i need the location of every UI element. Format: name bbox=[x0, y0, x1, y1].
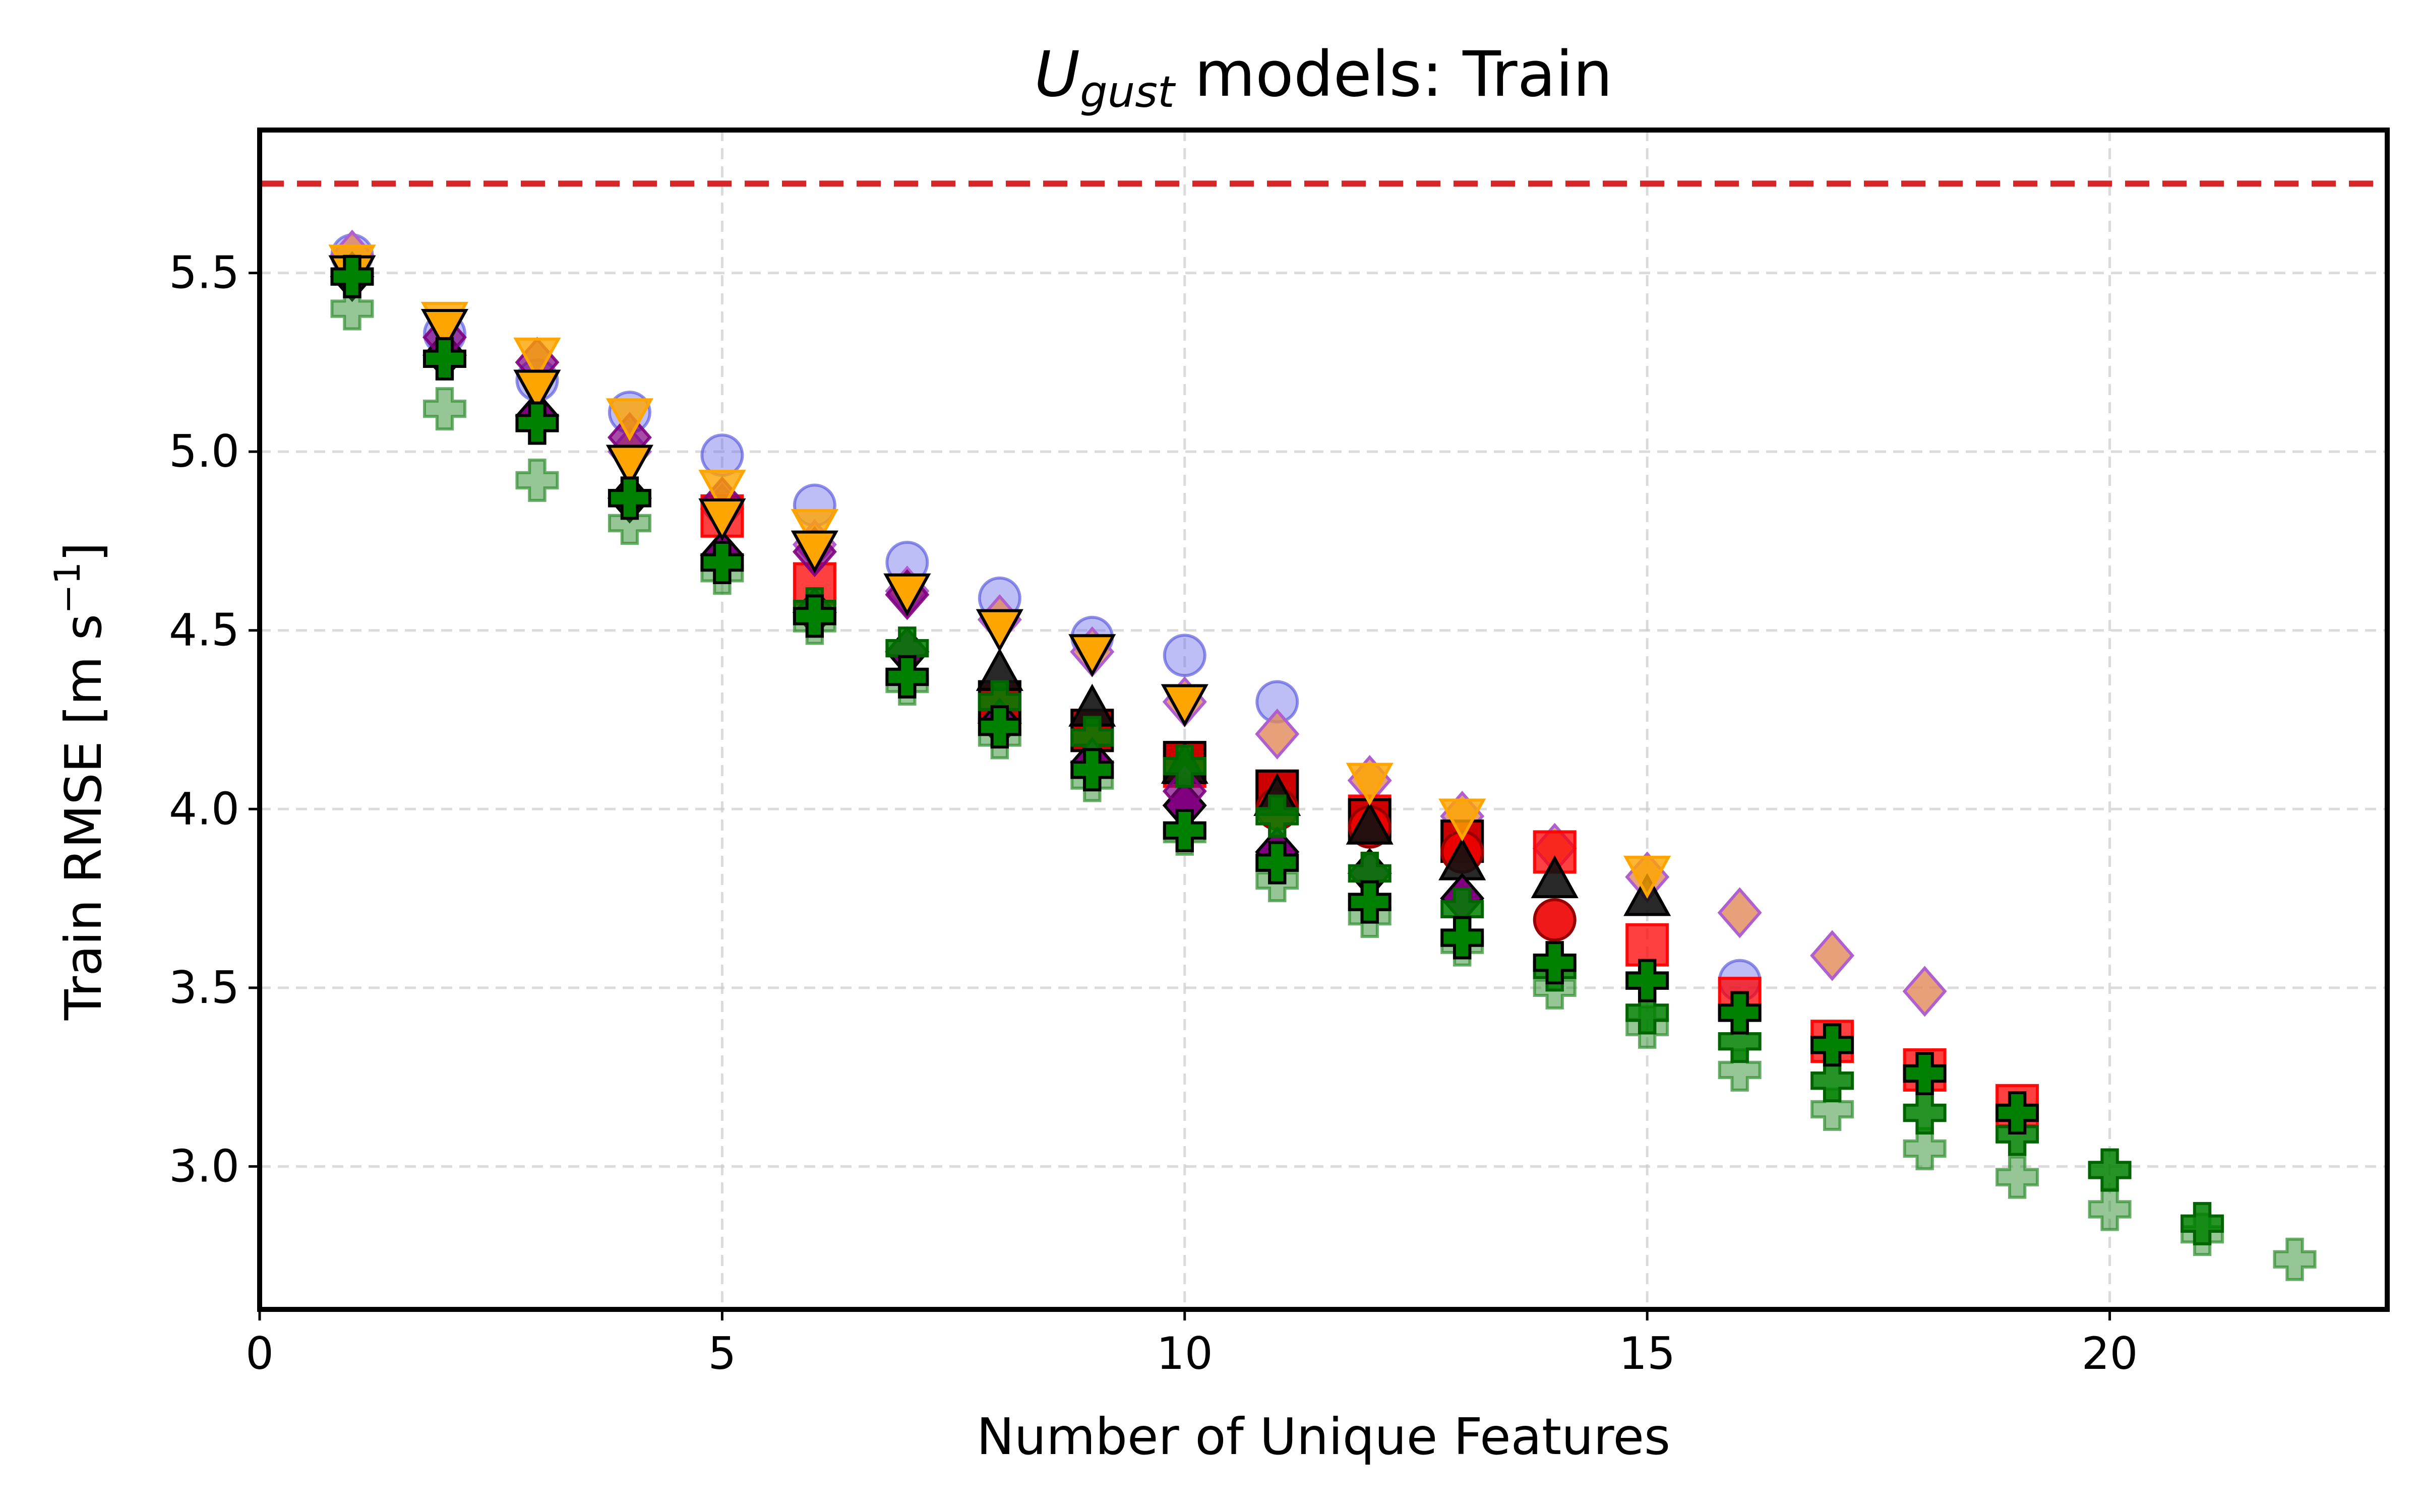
y-tick-label: 3.0 bbox=[169, 1140, 239, 1192]
data-point-plus bbox=[793, 594, 836, 638]
x-tick-label: 5 bbox=[708, 1328, 736, 1379]
data-point-plus bbox=[2088, 1187, 2132, 1231]
data-point-plus bbox=[2273, 1237, 2317, 1281]
data-point-circle bbox=[1533, 898, 1577, 942]
data-point-plus bbox=[1995, 1091, 2039, 1135]
plot-frame bbox=[257, 128, 2390, 1312]
data-points bbox=[328, 229, 2317, 1281]
data-point-plus bbox=[1625, 959, 1669, 1002]
data-point-plus bbox=[1440, 916, 1484, 960]
data-point-plus bbox=[515, 458, 559, 502]
data-point-circle bbox=[1163, 634, 1206, 677]
data-point-triangle-down bbox=[606, 398, 653, 442]
data-point-plus bbox=[1163, 808, 1206, 852]
y-axis-label: Train RMSE [m s−1] bbox=[47, 542, 113, 1021]
data-point-plus bbox=[608, 476, 651, 520]
data-point-plus bbox=[1255, 841, 1299, 885]
data-point-triangle-down bbox=[1161, 684, 1208, 727]
data-point-triangle-down bbox=[791, 530, 838, 574]
data-point-plus bbox=[978, 705, 1021, 749]
data-point-plus bbox=[1163, 744, 1206, 788]
x-tick-label: 0 bbox=[246, 1328, 274, 1379]
data-point-plus bbox=[1903, 1126, 1947, 1170]
data-point-triangle-down bbox=[1068, 634, 1116, 677]
data-point-plus bbox=[330, 287, 374, 331]
y-axis-label-close: ] bbox=[54, 542, 113, 562]
x-tick-label: 10 bbox=[1157, 1328, 1213, 1379]
data-point-plus bbox=[515, 401, 559, 445]
data-point-plus bbox=[422, 387, 466, 431]
data-point-plus bbox=[1810, 1023, 1854, 1067]
data-point-triangle-up bbox=[1531, 855, 1579, 899]
y-axis-ticks: 3.0 3.5 4.0 4.5 5.0 5.5 bbox=[169, 247, 260, 1192]
y-tick-label: 5.0 bbox=[169, 425, 239, 477]
data-point-triangle-up bbox=[1346, 801, 1394, 845]
data-point-plus bbox=[1903, 1091, 1947, 1135]
data-point-plus bbox=[1625, 991, 1669, 1035]
data-point-triangle-down bbox=[513, 369, 561, 413]
data-point-triangle-down bbox=[698, 470, 746, 513]
y-axis-label-sup: −1 bbox=[47, 562, 88, 614]
data-point-triangle-down bbox=[1346, 763, 1394, 806]
data-point-triangle-down bbox=[976, 609, 1023, 652]
chart-title: Ugust models: Train bbox=[1034, 38, 1612, 117]
data-point-diamond bbox=[1810, 930, 1855, 981]
data-point-triangle-down bbox=[513, 337, 561, 381]
data-point-plus bbox=[885, 655, 929, 699]
data-point-plus bbox=[1995, 1155, 2039, 1199]
data-point-triangle-down bbox=[420, 309, 469, 352]
data-point-plus bbox=[1810, 1059, 1854, 1103]
data-point-diamond bbox=[1717, 887, 1762, 938]
data-point-circle bbox=[700, 433, 744, 477]
title-subscript: gust bbox=[1080, 67, 1176, 117]
data-point-diamond bbox=[1902, 966, 1947, 1017]
x-tick-label: 20 bbox=[2082, 1328, 2138, 1379]
y-tick-label: 4.5 bbox=[169, 604, 239, 656]
y-tick-label: 4.0 bbox=[169, 783, 239, 835]
data-point-triangle-down bbox=[698, 498, 746, 542]
data-point-plus bbox=[1718, 991, 1762, 1035]
data-point-plus bbox=[2088, 1148, 2132, 1192]
data-point-plus bbox=[700, 541, 744, 584]
data-point-plus bbox=[1903, 1052, 1947, 1095]
y-tick-label: 5.5 bbox=[169, 247, 239, 299]
title-variable: U bbox=[1034, 38, 1080, 111]
data-point-triangle-down bbox=[1438, 798, 1486, 842]
data-point-plus bbox=[1348, 880, 1392, 924]
x-axis-label: Number of Unique Features bbox=[977, 1407, 1670, 1466]
data-point-triangle-down bbox=[791, 509, 838, 552]
data-point-triangle-down bbox=[1623, 855, 1671, 899]
x-tick-label: 15 bbox=[1619, 1328, 1675, 1379]
data-point-plus bbox=[1533, 941, 1577, 985]
data-point-plus bbox=[1070, 748, 1114, 792]
data-point-plus bbox=[2181, 1202, 2224, 1245]
data-point-triangle-down bbox=[606, 445, 653, 488]
x-axis-ticks: 0 5 10 15 20 bbox=[246, 1309, 2138, 1379]
y-tick-label: 3.5 bbox=[169, 962, 239, 1014]
data-point-diamond bbox=[1255, 708, 1300, 760]
data-point-plus bbox=[422, 337, 466, 381]
title-suffix: models: Train bbox=[1175, 38, 1613, 111]
data-point-triangle-down bbox=[883, 573, 931, 616]
data-point-plus bbox=[330, 255, 374, 298]
y-axis-label-main: Train RMSE [m s bbox=[54, 614, 113, 1021]
data-point-plus bbox=[1255, 794, 1299, 838]
